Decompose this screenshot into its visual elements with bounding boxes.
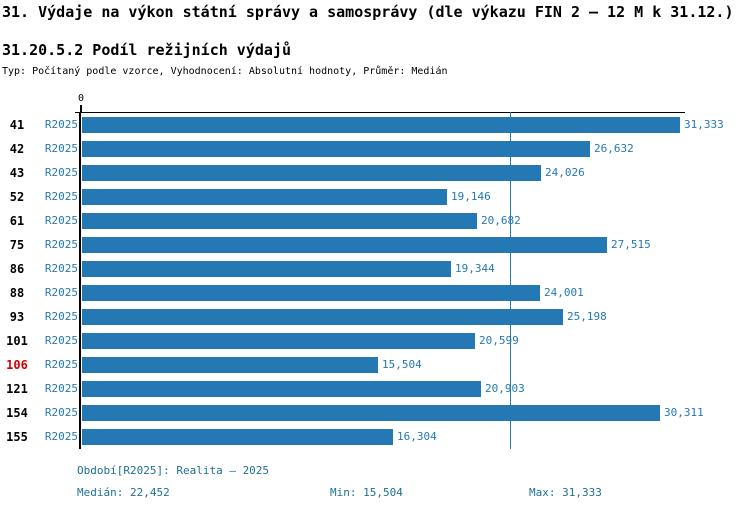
bar [82, 189, 447, 205]
bar-value-label: 19,344 [455, 262, 495, 275]
bar-value-label: 15,504 [382, 358, 422, 371]
row-category-label: 86 [9, 262, 25, 276]
row-category-label: 155 [6, 430, 28, 444]
bar [82, 405, 660, 421]
footer-min-label: Min: 15,504 [330, 486, 403, 499]
bar-value-label: 26,632 [594, 142, 634, 155]
bar [82, 117, 680, 133]
bar [82, 285, 540, 301]
row-category-label: 61 [9, 214, 25, 228]
row-category-label: 101 [6, 334, 28, 348]
bar [82, 357, 378, 373]
row-category-label: 154 [6, 406, 28, 420]
row-category-label: 75 [9, 238, 25, 252]
row-series-label: R2025 [44, 334, 78, 347]
row-series-label: R2025 [44, 358, 78, 371]
footer-median-label: Medián: 22,452 [77, 486, 170, 499]
bar-value-label: 16,304 [397, 430, 437, 443]
row-series-label: R2025 [44, 118, 78, 131]
row-series-label: R2025 [44, 310, 78, 323]
bar-value-label: 19,146 [451, 190, 491, 203]
row-series-label: R2025 [44, 142, 78, 155]
bar [82, 429, 393, 445]
row-series-label: R2025 [44, 262, 78, 275]
footer-period-label: Období[R2025]: Realita – 2025 [77, 464, 270, 477]
row-category-label: 42 [9, 142, 25, 156]
axis-left-line [79, 112, 81, 449]
median-line [510, 112, 511, 449]
chart-subtitle: 31.20.5.2 Podíl režijních výdajů [2, 41, 291, 59]
row-category-label: 43 [9, 166, 25, 180]
row-series-label: R2025 [44, 406, 78, 419]
row-category-label: 41 [9, 118, 25, 132]
bar-value-label: 24,026 [545, 166, 585, 179]
row-series-label: R2025 [44, 382, 78, 395]
row-category-label: 88 [9, 286, 25, 300]
bar [82, 381, 481, 397]
bar-value-label: 31,333 [684, 118, 724, 131]
axis-top-line [75, 112, 685, 113]
row-series-label: R2025 [44, 286, 78, 299]
bar [82, 261, 451, 277]
bar-value-label: 20,599 [479, 334, 519, 347]
row-series-label: R2025 [44, 214, 78, 227]
page-title: 31. Výdaje na výkon státní správy a samo… [2, 3, 734, 21]
row-category-label: 93 [9, 310, 25, 324]
row-category-label: 121 [6, 382, 28, 396]
bar [82, 333, 475, 349]
bar [82, 309, 563, 325]
bar-value-label: 27,515 [611, 238, 651, 251]
bar [82, 213, 477, 229]
bar [82, 165, 541, 181]
row-series-label: R2025 [44, 166, 78, 179]
footer-max-label: Max: 31,333 [529, 486, 602, 499]
row-category-label: 52 [9, 190, 25, 204]
bar-value-label: 20,903 [485, 382, 525, 395]
axis-origin-tick [80, 105, 82, 112]
row-series-label: R2025 [44, 238, 78, 251]
bar-value-label: 25,198 [567, 310, 607, 323]
bar-value-label: 24,001 [544, 286, 584, 299]
row-category-label: 106 [6, 358, 28, 372]
chart-type-line: Typ: Počítaný podle vzorce, Vyhodnocení:… [2, 66, 448, 77]
bar [82, 141, 590, 157]
bar [82, 237, 607, 253]
row-series-label: R2025 [44, 430, 78, 443]
bar-value-label: 20,682 [481, 214, 521, 227]
bar-value-label: 30,311 [664, 406, 704, 419]
axis-origin-label: 0 [77, 93, 85, 104]
row-series-label: R2025 [44, 190, 78, 203]
